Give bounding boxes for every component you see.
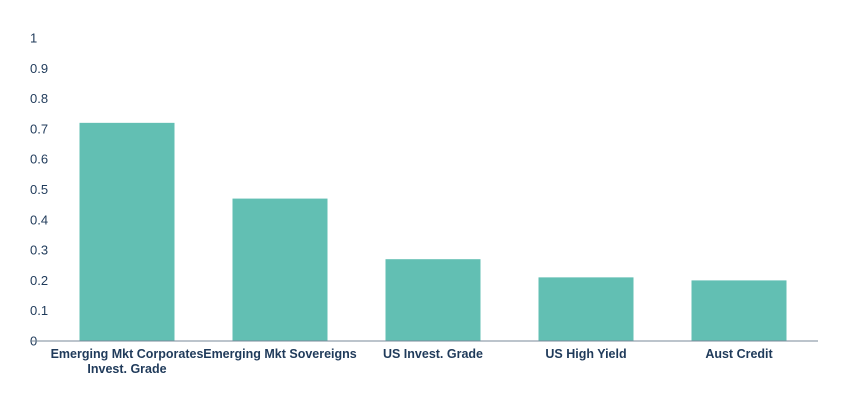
bar-3	[385, 259, 481, 341]
x-category-label-line: Invest. Grade	[87, 362, 166, 376]
y-tick-label: 0.7	[30, 121, 48, 136]
y-tick-label: 0.3	[30, 243, 48, 258]
y-axis-tick-labels: 00.10.20.30.40.50.60.70.80.91	[30, 31, 48, 349]
x-category-label: Aust Credit	[705, 347, 773, 361]
x-category-label-line: Aust Credit	[705, 347, 773, 361]
y-tick-label: 1	[30, 31, 37, 46]
x-category-label: US High Yield	[545, 347, 626, 361]
y-tick-label: 0.4	[30, 212, 48, 227]
x-category-label: Emerging Mkt Sovereigns	[203, 347, 357, 361]
x-category-label-line: Emerging Mkt Corporates	[51, 347, 204, 361]
y-tick-label: 0.9	[30, 61, 48, 76]
y-tick-label: 0.5	[30, 182, 48, 197]
bars	[79, 122, 787, 341]
bar-2	[232, 198, 328, 341]
y-tick-label: 0.2	[30, 273, 48, 288]
bar-1	[79, 122, 175, 341]
y-tick-label: 0.8	[30, 91, 48, 106]
x-category-label: US Invest. Grade	[383, 347, 483, 361]
x-category-label-line: US High Yield	[545, 347, 626, 361]
x-category-label-line: Emerging Mkt Sovereigns	[203, 347, 357, 361]
x-category-label: Emerging Mkt Corporates Invest. Grade	[51, 347, 204, 376]
x-category-label-line: US Invest. Grade	[383, 347, 483, 361]
bar-5	[691, 280, 787, 341]
y-tick-label: 0.6	[30, 152, 48, 167]
bar-4	[538, 277, 634, 341]
y-tick-label: 0.1	[30, 303, 48, 318]
x-axis-category-labels: Emerging Mkt Corporates Invest. GradeEmer…	[51, 347, 774, 376]
